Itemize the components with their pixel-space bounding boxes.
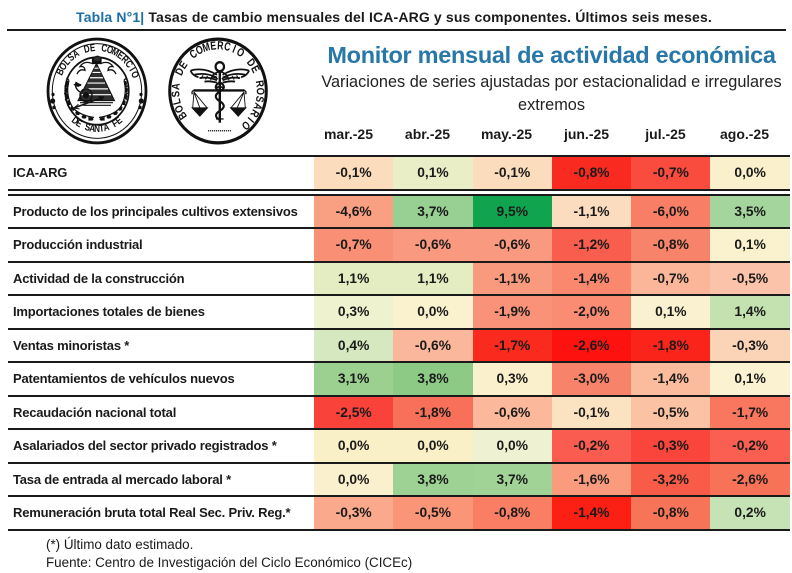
svg-text:A: A	[89, 122, 97, 134]
svg-text:O: O	[105, 43, 114, 56]
svg-text:O: O	[57, 61, 69, 73]
svg-text:T: T	[99, 122, 106, 134]
svg-text:S: S	[252, 95, 265, 104]
svg-text:N: N	[94, 123, 100, 134]
svg-text:M: M	[110, 45, 121, 58]
svg-text:I: I	[127, 65, 137, 73]
svg-text:O: O	[173, 103, 187, 115]
svg-text:R: R	[119, 53, 131, 66]
svg-text:D: D	[83, 43, 91, 56]
svg-text:E: E	[115, 49, 126, 62]
svg-text:L: L	[61, 56, 72, 68]
svg-text:S: S	[66, 51, 77, 63]
svg-text:I: I	[231, 44, 238, 57]
svg-text:I: I	[245, 114, 256, 124]
svg-text:O: O	[194, 44, 205, 58]
svg-text:S: S	[84, 121, 92, 133]
svg-text:E: E	[89, 42, 95, 54]
svg-text:D: D	[174, 66, 187, 78]
svg-text:M: M	[201, 41, 211, 55]
svg-text:A: A	[250, 101, 263, 112]
svg-text:R: R	[253, 79, 266, 88]
svg-text:O: O	[254, 88, 266, 95]
svg-text:R: R	[217, 40, 224, 53]
svg-text:D: D	[70, 114, 81, 127]
svg-text:C: C	[100, 42, 108, 54]
svg-text:E: E	[248, 64, 261, 76]
svg-text:E: E	[210, 40, 217, 53]
svg-text:B: B	[54, 66, 66, 77]
svg-text:C: C	[223, 41, 232, 55]
svg-text:E: E	[113, 114, 124, 126]
svg-text:F: F	[110, 117, 120, 129]
svg-text:A: A	[171, 82, 183, 91]
svg-text:A: A	[102, 121, 111, 133]
svg-text:L: L	[171, 97, 184, 106]
svg-text:E: E	[74, 117, 84, 129]
svg-text:O: O	[129, 69, 141, 79]
svg-text:O: O	[234, 46, 246, 61]
svg-text:S: S	[171, 90, 183, 97]
svg-text:A: A	[71, 47, 82, 60]
